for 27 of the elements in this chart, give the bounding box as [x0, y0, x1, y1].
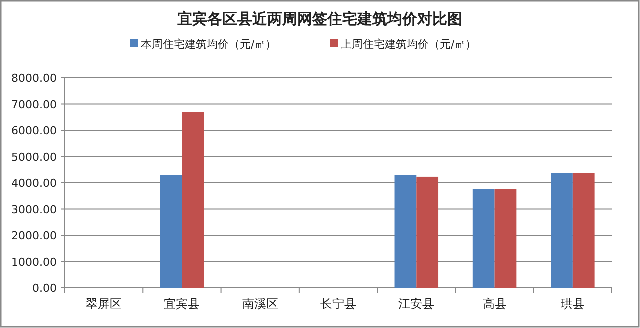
chart-title: 宜宾各区县近两周网签住宅建筑均价对比图: [178, 10, 462, 28]
x-tick-label: 宜宾县: [164, 297, 200, 311]
bar: [494, 189, 517, 288]
bar: [416, 176, 439, 288]
y-tick-label: 1000.00: [12, 256, 57, 269]
y-tick-label: 8000.00: [12, 72, 57, 85]
y-tick-label: 7000.00: [12, 98, 57, 112]
bar: [551, 173, 573, 288]
y-tick-label: 5000.00: [12, 150, 57, 164]
x-tick-label: 长宁县: [320, 297, 356, 311]
bar: [182, 112, 204, 288]
x-tick-label: 翠屏区: [86, 297, 122, 311]
legend-label: 本周住宅建筑均价（元/㎡）: [141, 38, 277, 51]
y-tick-label: 4000.00: [12, 177, 57, 190]
x-tick-label: 江安县: [398, 297, 435, 311]
bar: [394, 175, 417, 288]
bar: [572, 173, 595, 288]
bar: [160, 175, 182, 288]
y-tick-label: 3000.00: [12, 203, 57, 216]
y-tick-label: 2000.00: [12, 230, 57, 242]
x-tick-label: 高县: [482, 297, 507, 311]
y-tick-label: 0.00: [32, 282, 57, 295]
x-tick-label: 南溪区: [242, 297, 278, 311]
y-tick-label: 6000.00: [12, 124, 57, 138]
bar: [472, 189, 495, 288]
x-tick-label: 珙县: [560, 297, 585, 311]
legend-label: 上周住宅建筑均价（元/㎡）: [341, 38, 477, 51]
